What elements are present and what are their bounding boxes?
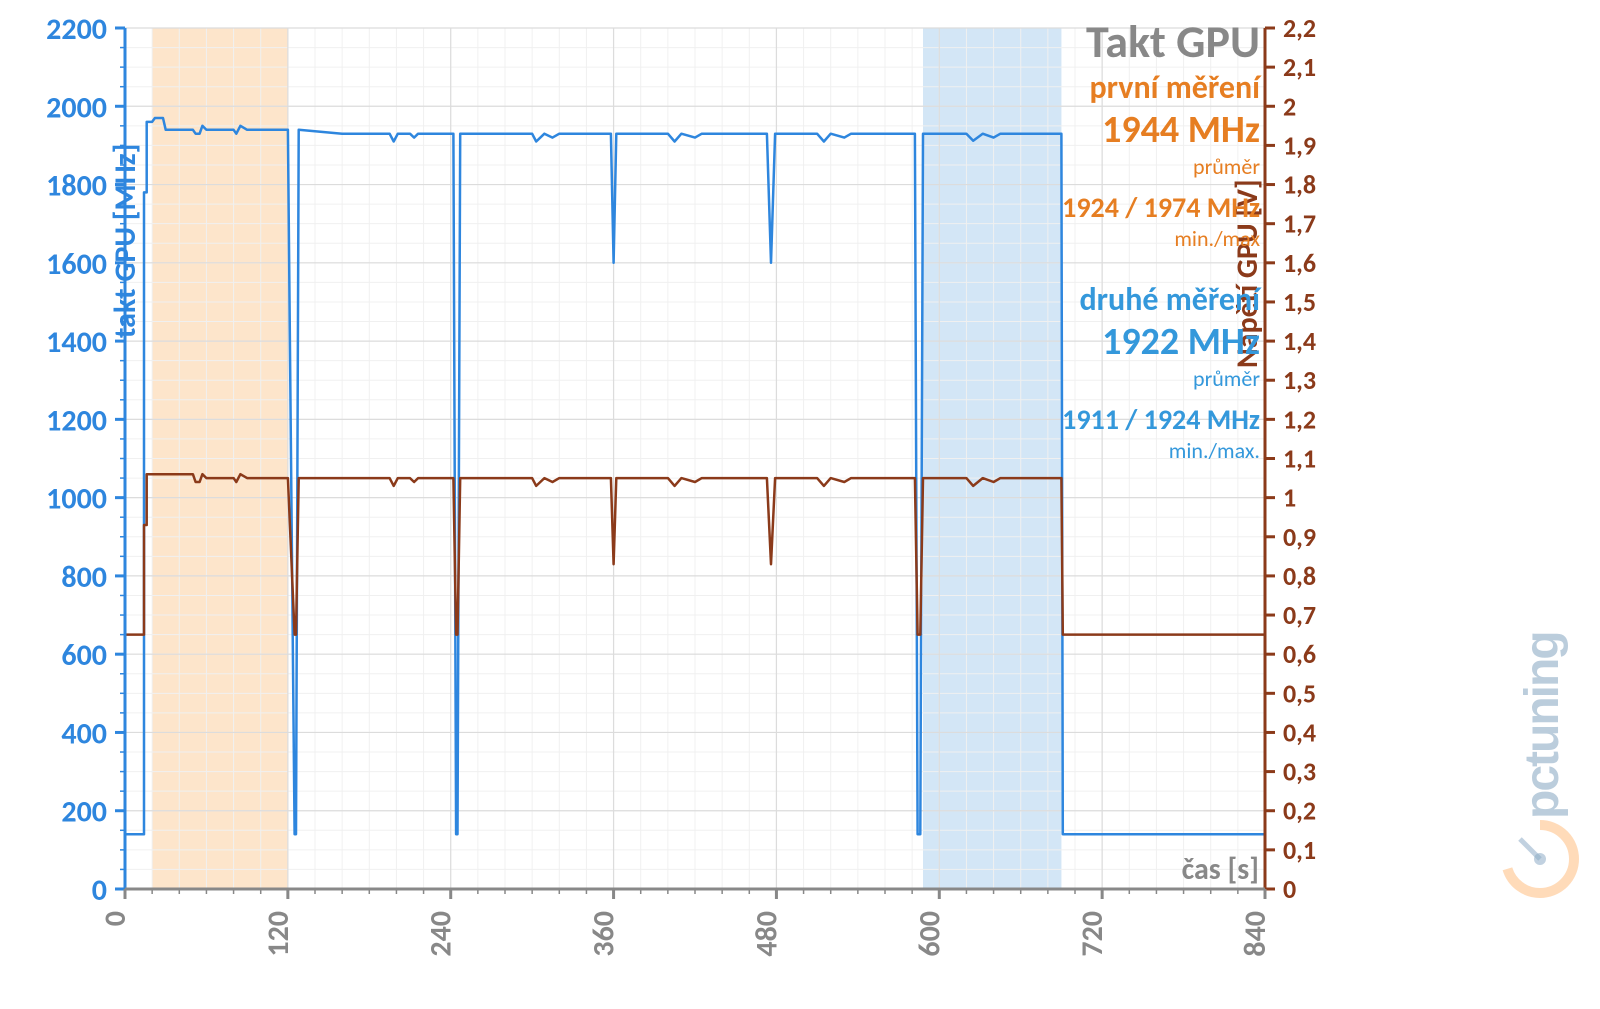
chart-container: 0200400600800100012001400160018002000220… [0, 0, 1600, 1009]
svg-text:1,3: 1,3 [1283, 364, 1316, 396]
m2-minmax: 1911 / 1924 MHz [1062, 402, 1260, 437]
svg-text:0,2: 0,2 [1283, 795, 1316, 827]
m2-value: 1922 MHz [1062, 319, 1260, 365]
svg-text:0,3: 0,3 [1283, 756, 1316, 788]
svg-text:360: 360 [586, 911, 623, 957]
svg-text:0,1: 0,1 [1283, 834, 1316, 866]
svg-text:0: 0 [92, 872, 107, 909]
svg-text:720: 720 [1074, 911, 1111, 957]
svg-text:1,7: 1,7 [1283, 208, 1316, 240]
m1-mm-sub: min./max [1062, 225, 1260, 252]
svg-text:840: 840 [1237, 911, 1274, 957]
svg-text:0,8: 0,8 [1283, 560, 1316, 592]
svg-text:čas [s]: čas [s] [1182, 851, 1259, 888]
svg-text:2: 2 [1283, 90, 1296, 122]
svg-text:1600: 1600 [46, 246, 107, 283]
svg-text:600: 600 [61, 637, 107, 674]
svg-text:1800: 1800 [46, 168, 107, 205]
m1-header: první měření [1062, 68, 1260, 107]
svg-text:1,5: 1,5 [1283, 286, 1316, 318]
svg-text:0: 0 [97, 911, 134, 926]
svg-text:1,8: 1,8 [1283, 169, 1316, 201]
svg-text:2,1: 2,1 [1283, 51, 1316, 83]
svg-text:1000: 1000 [46, 481, 107, 518]
m2-sub: průměr [1062, 365, 1260, 392]
svg-text:0,4: 0,4 [1283, 716, 1316, 748]
svg-text:2000: 2000 [46, 89, 107, 126]
svg-text:1,2: 1,2 [1283, 403, 1316, 435]
svg-text:240: 240 [423, 911, 460, 957]
svg-text:0,6: 0,6 [1283, 638, 1316, 670]
svg-text:0,9: 0,9 [1283, 521, 1316, 553]
svg-text:2200: 2200 [46, 11, 107, 48]
svg-text:0: 0 [1283, 873, 1296, 905]
svg-text:600: 600 [911, 911, 948, 957]
svg-text:pctuning: pctuning [1516, 632, 1569, 819]
m1-sub: průměr [1062, 153, 1260, 180]
svg-text:1,1: 1,1 [1283, 443, 1316, 475]
m1-minmax: 1924 / 1974 MHz [1062, 190, 1260, 225]
measurement-2-block: druhé měření 1922 MHz průměr 1911 / 1924… [1062, 280, 1260, 464]
m1-value: 1944 MHz [1062, 107, 1260, 153]
title-text: Takt GPU [1086, 14, 1260, 70]
measurement-1-block: první měření 1944 MHz průměr 1924 / 1974… [1062, 68, 1260, 252]
m2-header: druhé měření [1062, 280, 1260, 319]
m2-mm-sub: min./max. [1062, 437, 1260, 464]
chart-svg: 0200400600800100012001400160018002000220… [0, 0, 1600, 1009]
svg-text:0,5: 0,5 [1283, 677, 1316, 709]
svg-text:1200: 1200 [46, 402, 107, 439]
svg-text:takt GPU [MHz]: takt GPU [MHz] [107, 144, 144, 338]
svg-text:480: 480 [748, 911, 785, 957]
svg-text:120: 120 [260, 911, 297, 957]
svg-text:2,2: 2,2 [1283, 12, 1316, 44]
svg-text:1,9: 1,9 [1283, 129, 1316, 161]
svg-text:0,7: 0,7 [1283, 599, 1316, 631]
svg-text:200: 200 [61, 794, 107, 831]
watermark-logo: pctuning [1500, 569, 1580, 909]
svg-text:800: 800 [61, 559, 107, 596]
svg-text:1,6: 1,6 [1283, 247, 1316, 279]
svg-text:400: 400 [61, 715, 107, 752]
chart-title: Takt GPU [1086, 14, 1260, 70]
svg-text:1: 1 [1283, 482, 1296, 514]
svg-text:1400: 1400 [46, 324, 107, 361]
svg-text:1,4: 1,4 [1283, 325, 1316, 357]
